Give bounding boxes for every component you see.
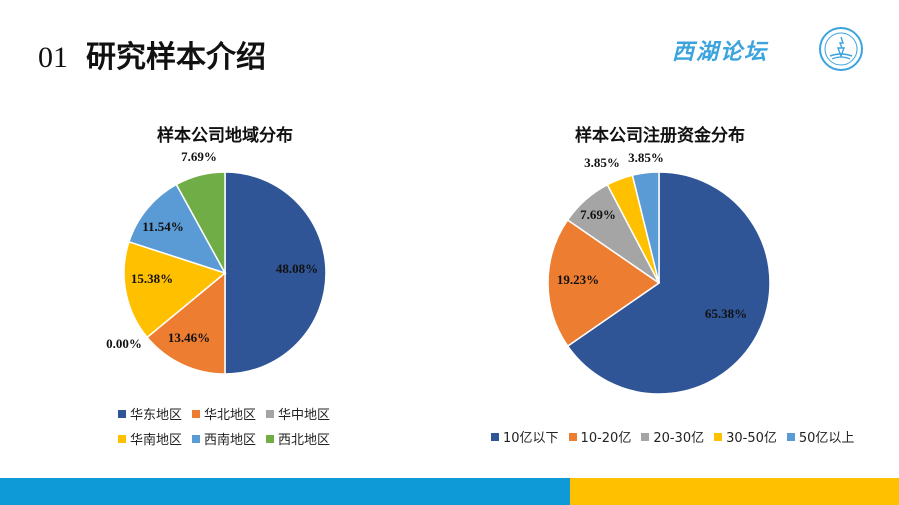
legend-item: 10-20亿: [568, 427, 632, 446]
legend-label: 华东地区: [130, 408, 183, 423]
forum-seal-logo: [819, 27, 863, 71]
data-label-1-2: 13.46%: [168, 330, 210, 345]
pie-slice-1-6: [175, 171, 226, 274]
slide-title-text: 研究样本介绍: [86, 40, 266, 75]
data-label-2-4: 3.85%: [584, 155, 620, 170]
legend-label: 10亿以下: [503, 431, 559, 446]
data-label-1-3: 0.00%: [106, 336, 142, 351]
legend-item: 西南地区: [192, 429, 256, 448]
legend-swatch: [266, 409, 275, 418]
legend-label: 30-50亿: [726, 431, 777, 446]
legend-swatch: [641, 432, 650, 441]
legend-label: 华南地区: [130, 433, 183, 448]
forum-logo-text: 西湖论坛: [672, 39, 769, 65]
data-label-2-5: 3.85%: [628, 150, 664, 165]
legend-label: 10-20亿: [580, 431, 632, 446]
data-label-2-1: 65.38%: [705, 306, 747, 321]
legend-label: 西北地区: [278, 433, 331, 448]
legend-swatch: [192, 434, 201, 443]
data-label-1-1: 48.08%: [276, 261, 318, 276]
legend-item: 华中地区: [266, 404, 330, 423]
data-label-2-3: 7.69%: [580, 207, 616, 222]
pie-slice-2-2: [547, 218, 661, 348]
legend-item: 50亿以上: [786, 427, 855, 446]
legend-item: 10亿以下: [491, 427, 559, 446]
footer-bar-gold: [570, 478, 899, 505]
data-label-1-5: 11.54%: [142, 219, 184, 234]
legend-label: 华北地区: [204, 408, 257, 423]
slide-number: 01: [38, 41, 68, 74]
legend-item: 华北地区: [192, 404, 256, 423]
legend-item: 西北地区: [266, 429, 330, 448]
legend-swatch: [118, 434, 126, 443]
pie-slice-1-2: [146, 271, 226, 375]
pie-slice-2-5: [631, 171, 660, 284]
legend-swatch: [714, 432, 723, 441]
legend-swatch: [266, 434, 275, 443]
legend-item: 华南地区: [118, 429, 182, 448]
legend-label: 西南地区: [204, 433, 257, 448]
data-label-1-6: 7.69%: [181, 149, 217, 164]
legend-label: 20-30亿: [653, 431, 705, 446]
legend-label: 华中地区: [278, 408, 331, 423]
legend-swatch: [118, 409, 126, 418]
data-label-1-4: 15.38%: [131, 271, 173, 286]
pie-slice-1-4: [123, 240, 227, 339]
pie-slice-2-1: [566, 171, 771, 395]
legend-swatch: [192, 409, 201, 418]
legend-swatch: [786, 432, 795, 441]
chart-1-legend: 华东地区 华北地区 华中地区 华南地区 西南地区 西北地区: [118, 404, 330, 454]
legend-item: 30-50亿: [714, 427, 777, 446]
legend-label: 50亿以上: [798, 431, 855, 446]
pie-slice-1-1: [224, 171, 327, 375]
legend-swatch: [568, 432, 577, 441]
data-label-2-2: 19.23%: [557, 272, 599, 287]
legend-item: 20-30亿: [641, 427, 704, 446]
chart-1-title: 样本公司地域分布: [157, 126, 293, 146]
footer-bar-blue: [0, 478, 570, 505]
legend-item: 华东地区: [118, 404, 182, 423]
chart-2-legend: 10亿以下 10-20亿 20-30亿 30-50亿 50亿以上: [491, 427, 854, 452]
pie-slice-1-5: [127, 183, 227, 275]
slide-title: 01 研究样本介绍: [38, 32, 266, 76]
chart-2-title: 样本公司注册资金分布: [575, 126, 745, 146]
legend-swatch: [491, 432, 499, 441]
